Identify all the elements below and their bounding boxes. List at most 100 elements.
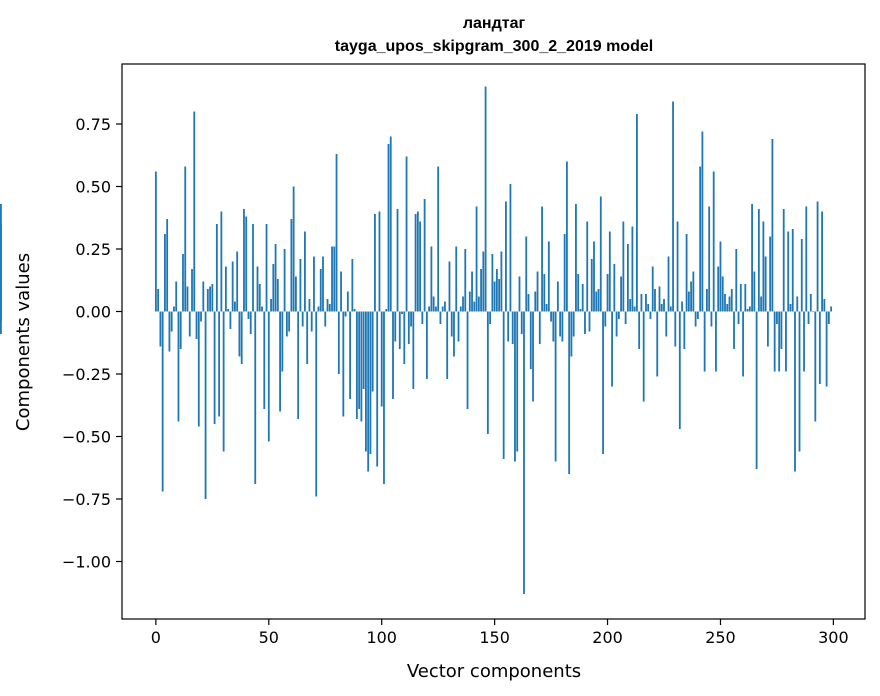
bar-186: [575, 204, 577, 312]
chart-subtitle: tayga_upos_skipgram_300_2_2019 model: [335, 38, 653, 55]
bar-239: [694, 311, 697, 327]
bar-45: [256, 266, 259, 312]
bar-29: [220, 211, 223, 312]
bar-180: [561, 311, 564, 342]
bar-70: [313, 256, 315, 312]
bar-49: [265, 224, 268, 312]
bar-263: [748, 306, 751, 312]
bar-77: [328, 304, 331, 312]
bar-242: [701, 131, 704, 312]
bar-106: [394, 311, 397, 342]
bar-205: [617, 311, 620, 319]
bar-291: [812, 311, 814, 313]
bar-228: [669, 306, 672, 312]
bar-195: [595, 291, 598, 312]
y-tick-label: 0.00: [75, 303, 111, 322]
bar-231: [676, 221, 679, 312]
bar-109: [401, 311, 403, 314]
bar-289: [807, 311, 810, 324]
bar-138: [466, 311, 469, 409]
bar-262: [746, 309, 749, 312]
bar-28: [218, 311, 221, 417]
y-tick-label: 0.50: [75, 178, 111, 197]
bar-125: [437, 166, 440, 312]
bar-250: [719, 241, 722, 312]
bar-155: [505, 201, 507, 312]
bar-150: [493, 281, 496, 312]
bar-252: [724, 294, 726, 312]
y-axis: −1.00 −0.75 −0.50 −0.25 0.00 0.25 0.50 0.75: [62, 115, 122, 572]
bar-181: [563, 234, 566, 312]
bar-221: [654, 289, 656, 312]
bar-229: [672, 101, 674, 312]
bar-101: [383, 311, 385, 484]
bar-274: [773, 311, 776, 372]
bar-82: [340, 271, 342, 312]
bar-113: [410, 311, 412, 327]
bar-298: [827, 311, 830, 324]
bar-260: [742, 311, 744, 377]
bar-78: [331, 246, 333, 312]
plot-frame: [121, 63, 866, 620]
bar-253: [726, 304, 729, 312]
bar-293: [816, 201, 819, 312]
bar-84: [344, 311, 347, 317]
bar-235: [685, 234, 688, 312]
bar-15: [188, 311, 191, 337]
bar-60: [290, 219, 293, 312]
bar-295: [821, 211, 823, 312]
bar-88: [353, 309, 356, 312]
bar-71: [315, 311, 318, 497]
bar-185: [572, 311, 575, 337]
bar-117: [419, 221, 422, 312]
chart-title: ландтаг: [463, 15, 526, 32]
bar-248: [715, 311, 717, 372]
bar-220: [651, 266, 654, 312]
bar-0: [154, 171, 157, 312]
bar-261: [744, 284, 747, 312]
bar-undefined: [0, 311, 2, 334]
bar-136: [462, 296, 464, 312]
bar-215: [640, 294, 643, 312]
bar-98: [376, 311, 379, 467]
bar-214: [638, 311, 641, 349]
bar-24: [209, 286, 211, 312]
bar-216: [642, 311, 645, 402]
bar-162: [520, 311, 523, 334]
bar-11: [179, 311, 182, 349]
bar-128: [444, 301, 446, 312]
x-axis-label: Vector components: [407, 661, 581, 682]
bar-258: [737, 311, 740, 324]
bar-193: [590, 259, 593, 312]
bar-255: [730, 289, 733, 312]
bar-137: [464, 249, 467, 312]
bar-166: [529, 311, 532, 369]
bar-197: [599, 196, 602, 312]
bar-48: [263, 311, 266, 409]
bar-33: [229, 311, 232, 329]
bar-7: [170, 311, 173, 332]
bar-69: [310, 311, 313, 332]
bar-243: [703, 311, 706, 372]
x-tick-label: 100: [366, 628, 397, 647]
bar-151: [495, 269, 498, 312]
bar-121: [428, 306, 431, 312]
bar-183: [568, 311, 571, 474]
bar-280: [787, 231, 790, 312]
y-tick-label: −0.75: [62, 490, 111, 509]
bar-266: [755, 311, 758, 469]
bar-296: [823, 299, 826, 312]
bar-83: [342, 311, 345, 417]
bar-284: [796, 296, 799, 312]
bar-238: [692, 271, 695, 312]
bar-154: [502, 311, 505, 459]
bar-230: [674, 311, 677, 347]
x-axis: 0 50 100 150 200 250 300: [151, 619, 849, 647]
bar-268: [760, 296, 763, 312]
bar-3: [161, 311, 164, 492]
bar-142: [475, 206, 478, 312]
bar-56: [281, 311, 284, 372]
bar-89: [355, 311, 358, 419]
bar-103: [387, 144, 390, 312]
